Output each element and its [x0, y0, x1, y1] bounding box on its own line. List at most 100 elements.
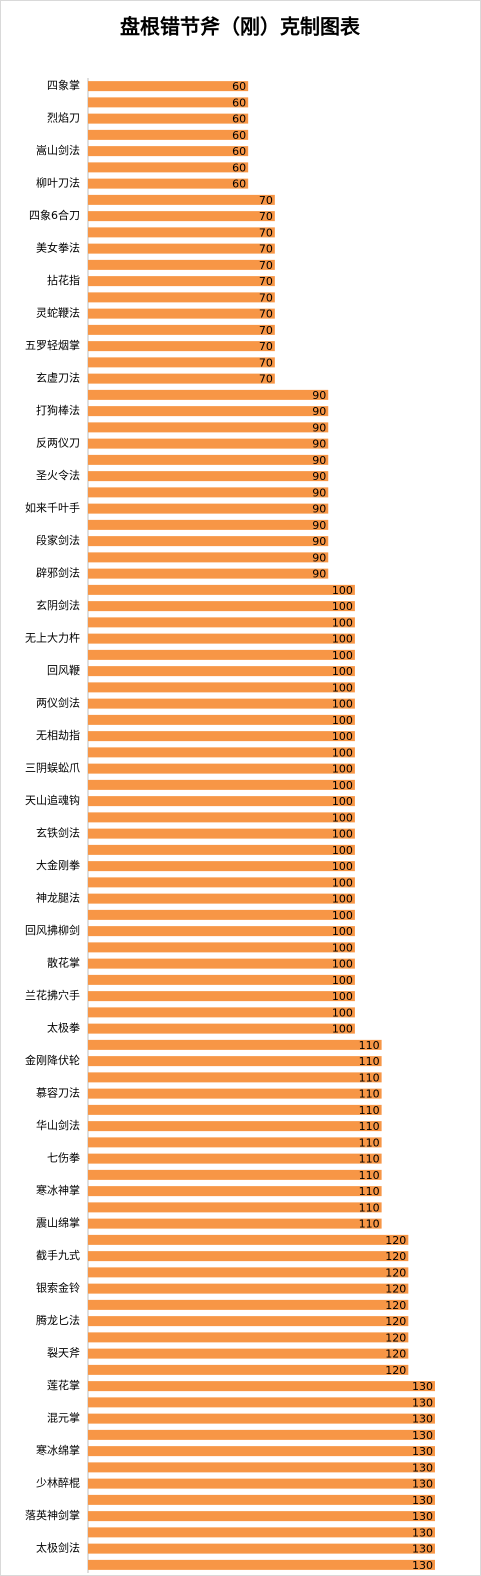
y-tick-label: 截手九式 — [36, 1248, 80, 1262]
bar — [88, 1429, 435, 1440]
bar — [88, 519, 329, 530]
value-label: 100 — [332, 844, 353, 857]
bar — [88, 146, 249, 157]
value-label: 100 — [332, 681, 353, 694]
value-label: 70 — [259, 356, 273, 369]
value-label: 100 — [332, 1006, 353, 1019]
bar — [88, 568, 329, 579]
y-tick-label: 金刚降伏轮 — [25, 1053, 80, 1067]
y-tick-label: 烈焰刀 — [47, 111, 80, 125]
y-tick-label: 两仪剑法 — [36, 696, 80, 710]
y-tick-label: 四象6合刀 — [29, 208, 80, 222]
bar — [88, 438, 329, 449]
bar — [88, 1446, 435, 1457]
bar — [88, 129, 249, 140]
value-label: 90 — [312, 519, 326, 532]
y-tick-label: 五罗轻烟掌 — [25, 338, 80, 352]
bar — [88, 633, 355, 644]
value-label: 70 — [259, 275, 273, 288]
bar — [88, 714, 355, 725]
bar — [88, 1072, 382, 1083]
value-label: 90 — [312, 535, 326, 548]
bar — [88, 991, 355, 1002]
chart-title: 盘根错节斧（刚）克制图表 — [120, 15, 361, 39]
bar — [88, 503, 329, 514]
bar — [88, 812, 355, 823]
value-label: 90 — [312, 454, 326, 467]
bar — [88, 1381, 435, 1392]
bar — [88, 763, 355, 774]
bar — [88, 958, 355, 969]
bar — [88, 1153, 382, 1164]
value-label: 130 — [412, 1510, 433, 1523]
bar — [88, 1332, 409, 1343]
value-label: 120 — [385, 1331, 406, 1344]
value-label: 120 — [385, 1364, 406, 1377]
bar — [88, 1186, 382, 1197]
bar — [88, 649, 355, 660]
y-tick-label: 段家剑法 — [36, 533, 80, 547]
value-label: 130 — [412, 1494, 433, 1507]
value-label: 70 — [259, 324, 273, 337]
y-tick-label: 如来千叶手 — [25, 501, 80, 515]
value-label: 130 — [412, 1380, 433, 1393]
y-tick-label: 玄虚刀法 — [36, 371, 80, 385]
bar — [88, 893, 355, 904]
bar — [88, 259, 275, 270]
bar — [88, 1121, 382, 1132]
y-tick-label: 圣火令法 — [36, 468, 80, 482]
value-label: 120 — [385, 1266, 406, 1279]
value-label: 130 — [412, 1396, 433, 1409]
value-label: 100 — [332, 600, 353, 613]
value-label: 90 — [312, 486, 326, 499]
bar — [88, 276, 275, 287]
y-tick-label: 裂天斧 — [47, 1347, 80, 1360]
value-label: 100 — [332, 860, 353, 873]
bar — [88, 601, 355, 612]
bar — [88, 1137, 382, 1148]
bar — [88, 666, 355, 677]
bar — [88, 1056, 382, 1067]
bar — [88, 974, 355, 985]
bar — [88, 1478, 435, 1489]
value-label: 100 — [332, 746, 353, 759]
value-label: 130 — [412, 1461, 433, 1474]
bar — [88, 1251, 409, 1262]
value-label: 110 — [359, 1169, 380, 1182]
y-tick-label: 拈花指 — [47, 273, 80, 287]
bar — [88, 243, 275, 254]
y-tick-label: 散花掌 — [47, 956, 80, 970]
y-tick-label: 神龙腿法 — [36, 891, 80, 905]
y-tick-label: 四象掌 — [47, 78, 80, 92]
value-label: 110 — [359, 1055, 380, 1068]
value-label: 100 — [332, 730, 353, 743]
value-label: 100 — [332, 909, 353, 922]
y-tick-label: 回风鞭 — [47, 663, 80, 677]
bar — [88, 1511, 435, 1522]
value-label: 120 — [385, 1234, 406, 1247]
bar — [88, 178, 249, 189]
bar — [88, 308, 275, 319]
bar — [88, 1283, 409, 1294]
value-label: 60 — [232, 113, 246, 126]
bar — [88, 552, 329, 563]
bar — [88, 389, 329, 400]
y-tick-label: 寒冰绵掌 — [36, 1443, 80, 1457]
bar — [88, 926, 355, 937]
value-label: 130 — [412, 1429, 433, 1442]
y-tick-label: 天山追魂钩 — [25, 793, 80, 807]
value-label: 110 — [359, 1071, 380, 1084]
bar — [88, 227, 275, 238]
value-label: 90 — [312, 389, 326, 402]
value-label: 70 — [259, 210, 273, 223]
y-tick-label: 慕容刀法 — [36, 1086, 80, 1100]
value-label: 100 — [332, 925, 353, 938]
y-tick-label: 腾龙匕法 — [36, 1313, 80, 1327]
bar — [88, 1218, 382, 1229]
y-tick-label: 莲花掌 — [47, 1378, 80, 1392]
bar — [88, 1348, 409, 1359]
value-label: 70 — [259, 243, 273, 256]
value-label: 100 — [332, 811, 353, 824]
bar — [88, 1462, 435, 1473]
